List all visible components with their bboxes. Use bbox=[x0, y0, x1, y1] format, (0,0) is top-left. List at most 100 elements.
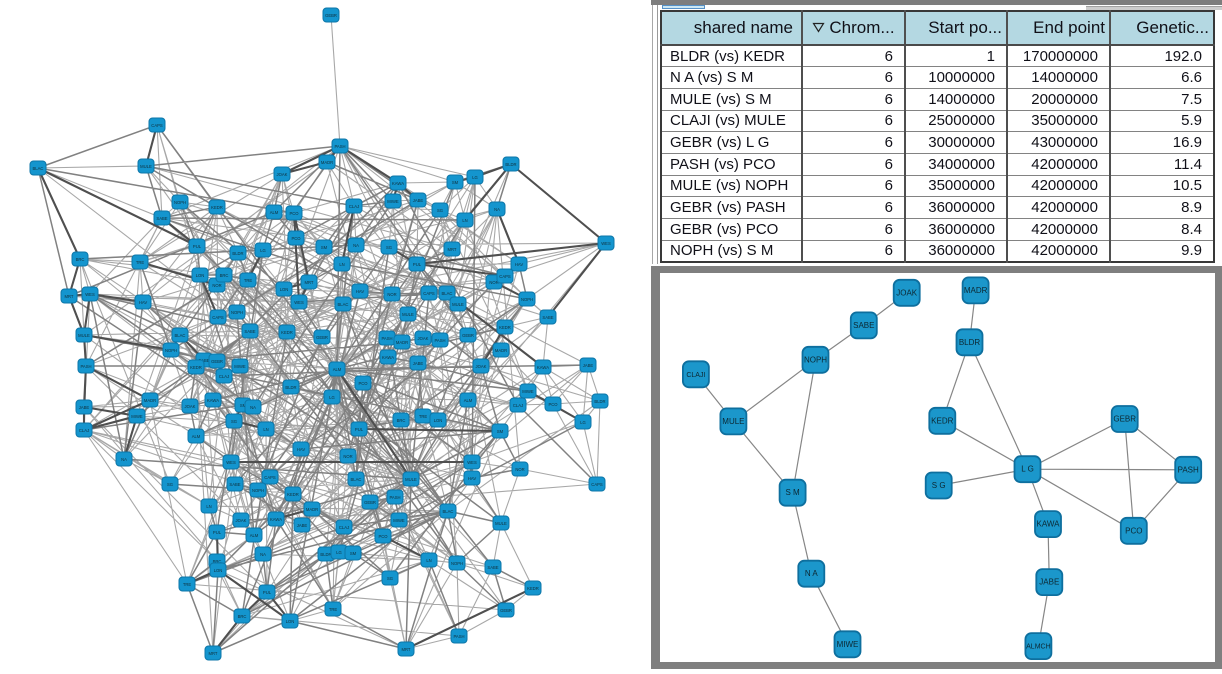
svg-text:SG: SG bbox=[167, 482, 173, 487]
svg-text:BLAC: BLAC bbox=[33, 166, 44, 171]
svg-text:CAPS: CAPS bbox=[264, 475, 276, 480]
svg-text:KAWA: KAWA bbox=[537, 365, 549, 370]
svg-text:GEBR: GEBR bbox=[364, 500, 376, 505]
svg-text:JOAK: JOAK bbox=[236, 518, 247, 523]
svg-text:KEDR: KEDR bbox=[211, 205, 223, 210]
svg-text:KEDR: KEDR bbox=[527, 586, 539, 591]
svg-text:NOPH: NOPH bbox=[174, 200, 186, 205]
svg-text:MIWE: MIWE bbox=[522, 389, 534, 394]
svg-text:LG: LG bbox=[329, 395, 335, 400]
svg-text:NOPH: NOPH bbox=[231, 310, 243, 315]
svg-text:WES: WES bbox=[601, 241, 611, 246]
svg-text:TRE: TRE bbox=[136, 260, 145, 265]
svg-text:GEBR: GEBR bbox=[316, 335, 328, 340]
svg-text:JABE: JABE bbox=[1039, 578, 1059, 587]
svg-text:SG: SG bbox=[387, 576, 393, 581]
svg-text:GEBR: GEBR bbox=[211, 359, 223, 364]
svg-text:CAPS: CAPS bbox=[212, 315, 224, 320]
svg-text:TRE: TRE bbox=[329, 607, 338, 612]
svg-text:MULE: MULE bbox=[78, 333, 90, 338]
svg-text:NA: NA bbox=[121, 457, 127, 462]
svg-text:MIWE: MIWE bbox=[234, 364, 246, 369]
svg-text:PASH: PASH bbox=[434, 338, 445, 343]
svg-text:PUL: PUL bbox=[355, 427, 364, 432]
svg-text:BRC: BRC bbox=[76, 257, 85, 262]
svg-text:CLAJ: CLAJ bbox=[349, 204, 359, 209]
svg-text:MADR: MADR bbox=[495, 348, 507, 353]
svg-text:NOR: NOR bbox=[515, 467, 524, 472]
svg-text:PCO: PCO bbox=[1125, 526, 1142, 535]
svg-text:LG: LG bbox=[472, 175, 478, 180]
svg-text:PASH: PASH bbox=[453, 634, 464, 639]
svg-text:MRT: MRT bbox=[448, 247, 457, 252]
svg-text:HAV: HAV bbox=[297, 447, 306, 452]
svg-text:PCO: PCO bbox=[291, 236, 301, 241]
svg-text:JOAK: JOAK bbox=[896, 288, 918, 297]
svg-text:WES: WES bbox=[85, 292, 95, 297]
svg-text:PCO: PCO bbox=[358, 381, 368, 386]
svg-text:KEDR: KEDR bbox=[281, 330, 293, 335]
svg-text:BLDR: BLDR bbox=[320, 552, 331, 557]
svg-text:CLAJ: CLAJ bbox=[219, 374, 229, 379]
svg-text:BLDR: BLDR bbox=[232, 251, 243, 256]
svg-text:LN: LN bbox=[426, 558, 431, 563]
svg-text:NA: NA bbox=[494, 207, 500, 212]
svg-text:LN: LN bbox=[339, 262, 344, 267]
svg-text:MADR: MADR bbox=[144, 398, 156, 403]
svg-text:HAV: HAV bbox=[515, 262, 524, 267]
svg-text:MULE: MULE bbox=[405, 477, 417, 482]
svg-text:PASH: PASH bbox=[389, 495, 400, 500]
svg-text:MIWE: MIWE bbox=[393, 518, 405, 523]
svg-text:NOPH: NOPH bbox=[521, 297, 533, 302]
svg-text:L G: L G bbox=[1021, 465, 1034, 474]
svg-text:MRT: MRT bbox=[402, 647, 411, 652]
svg-text:MADR: MADR bbox=[321, 160, 333, 165]
svg-text:BLAC: BLAC bbox=[443, 509, 454, 514]
svg-text:SG: SG bbox=[231, 419, 237, 424]
svg-text:SG: SG bbox=[437, 208, 443, 213]
svg-text:LN: LN bbox=[462, 218, 467, 223]
svg-text:CLAJ: CLAJ bbox=[513, 403, 523, 408]
svg-text:MULE: MULE bbox=[402, 312, 414, 317]
svg-text:BLDR: BLDR bbox=[959, 338, 981, 347]
svg-text:BRC: BRC bbox=[220, 273, 229, 278]
svg-text:LN: LN bbox=[263, 427, 268, 432]
svg-text:BLDR: BLDR bbox=[594, 399, 605, 404]
svg-text:KAWA: KAWA bbox=[207, 398, 219, 403]
svg-text:ALM: ALM bbox=[333, 367, 342, 372]
svg-text:MRT: MRT bbox=[65, 294, 74, 299]
svg-text:NOR: NOR bbox=[343, 454, 352, 459]
svg-text:PCO: PCO bbox=[289, 211, 299, 216]
svg-text:KEDR: KEDR bbox=[499, 325, 511, 330]
svg-text:KAWA: KAWA bbox=[270, 517, 282, 522]
svg-text:KAWA: KAWA bbox=[382, 355, 394, 360]
svg-text:JABE: JABE bbox=[79, 405, 90, 410]
svg-text:BLAC: BLAC bbox=[175, 333, 186, 338]
svg-text:LON: LON bbox=[196, 273, 205, 278]
svg-text:MADR: MADR bbox=[396, 340, 408, 345]
svg-text:BLAC: BLAC bbox=[338, 302, 349, 307]
svg-text:CLAJ: CLAJ bbox=[79, 428, 89, 433]
svg-text:WES: WES bbox=[467, 460, 477, 465]
svg-text:NOR: NOR bbox=[212, 283, 221, 288]
svg-text:NA: NA bbox=[250, 405, 256, 410]
svg-text:LON: LON bbox=[280, 287, 289, 292]
svg-text:PASH: PASH bbox=[80, 364, 91, 369]
svg-text:BRC: BRC bbox=[213, 559, 222, 564]
svg-text:TRE: TRE bbox=[419, 414, 428, 419]
svg-text:CLAJI: CLAJI bbox=[686, 372, 705, 379]
svg-text:MULE: MULE bbox=[140, 164, 152, 169]
svg-text:PASH: PASH bbox=[381, 336, 392, 341]
svg-text:KAWA: KAWA bbox=[1037, 520, 1061, 529]
svg-text:NOPH: NOPH bbox=[165, 348, 177, 353]
svg-text:TRE: TRE bbox=[183, 582, 192, 587]
svg-text:MULE: MULE bbox=[722, 417, 744, 426]
svg-text:KAWA: KAWA bbox=[392, 181, 404, 186]
svg-text:MULE: MULE bbox=[495, 521, 507, 526]
svg-text:LN: LN bbox=[206, 504, 211, 509]
svg-text:MRT: MRT bbox=[305, 280, 314, 285]
svg-text:NA: NA bbox=[260, 552, 266, 557]
svg-text:JABE: JABE bbox=[413, 198, 424, 203]
svg-text:SABE: SABE bbox=[542, 315, 553, 320]
svg-text:PCO: PCO bbox=[548, 402, 558, 407]
